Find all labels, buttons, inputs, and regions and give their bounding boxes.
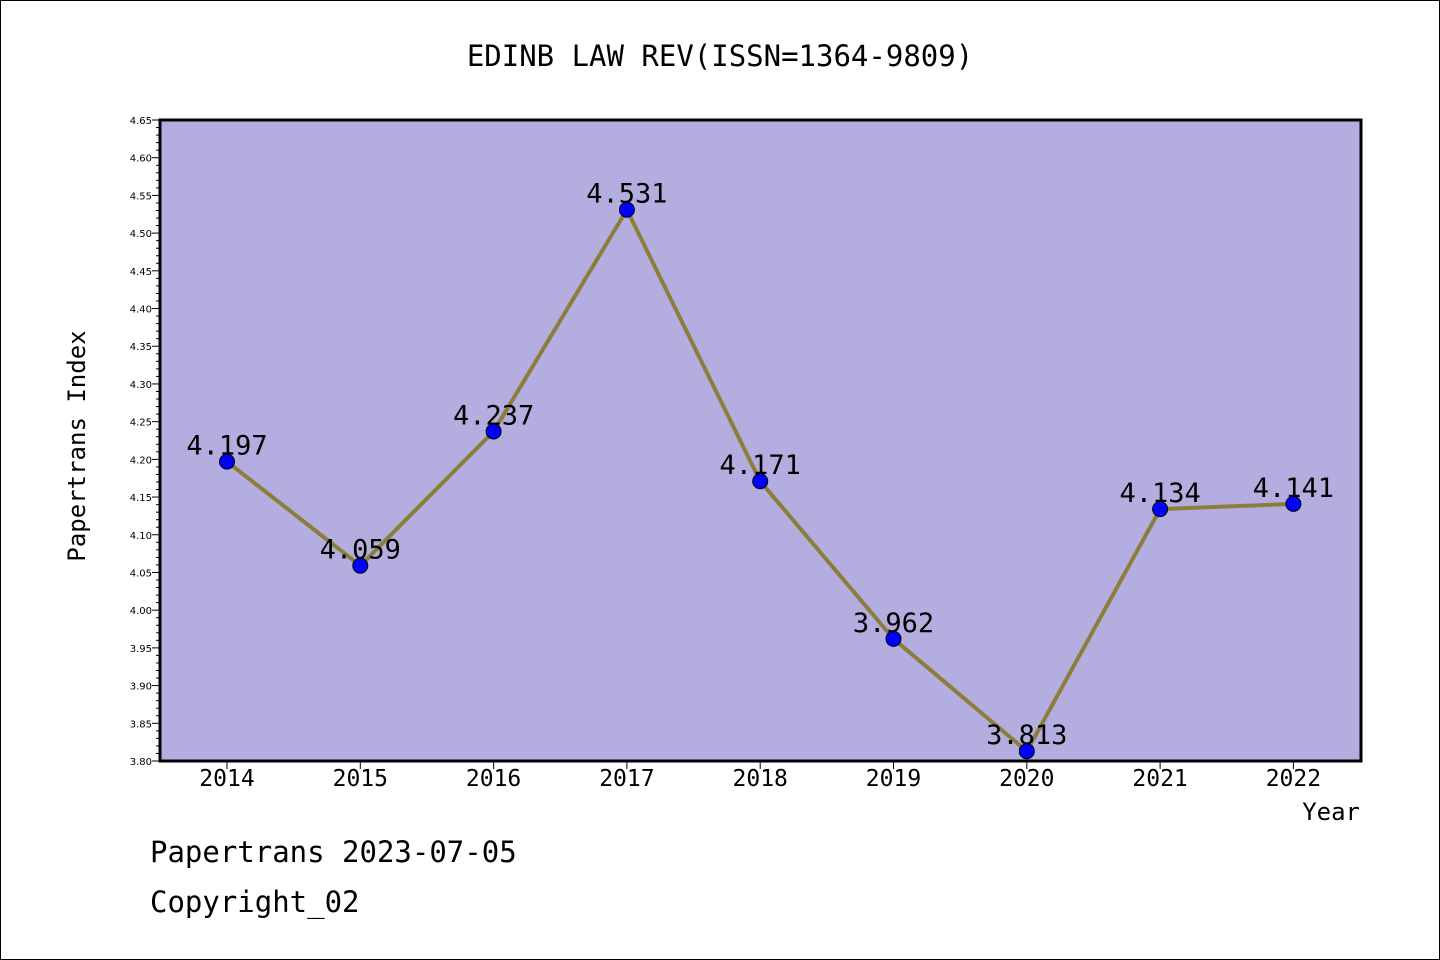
footer-copyright: Copyright_02 [150,885,360,919]
data-label: 4.531 [586,179,667,210]
data-point [752,473,769,490]
y-tick-label: 4.40 [130,305,152,316]
x-tick-label: 2022 [1266,766,1321,792]
y-tick-label: 4.10 [130,531,152,542]
y-axis: 3.80 3.85 3.90 3.95 4.00 4.05 4.10 4.15 4.20 4.25… [130,116,160,768]
x-tick-label: 2019 [866,766,921,792]
data-point [885,630,902,647]
y-tick-label: 4.55 [130,191,152,202]
data-point [618,201,635,218]
data-point [1018,743,1035,760]
y-tick-label: 4.50 [130,229,152,240]
series-layer [219,201,1302,760]
data-label: 4.237 [453,400,534,431]
x-tick-label: 2018 [733,766,788,792]
y-tick-label: 3.95 [130,644,152,655]
y-tick-label: 4.20 [130,455,152,466]
chart-title: EDINB LAW REV(ISSN=1364-9809) [467,39,973,73]
data-point [485,423,502,440]
y-tick-label: 4.00 [130,606,152,617]
data-label: 4.059 [320,535,401,566]
y-tick-label: 4.25 [130,418,152,429]
data-label-layer: 4.197 4.059 4.237 4.531 4.171 3.962 3.813 4.134… [186,179,1334,751]
x-tick-label: 2014 [199,766,254,792]
data-label: 4.171 [720,450,801,481]
y-tick-label: 3.85 [130,719,152,730]
footer-date: Papertrans 2023-07-05 [150,835,517,869]
y-tick-label: 4.05 [130,568,152,579]
y-tick-label: 4.35 [130,342,152,353]
y-tick-label: 4.45 [130,267,152,278]
data-point [219,453,235,470]
y-tick-label: 4.60 [130,154,152,165]
y-tick-label: 4.65 [130,116,152,127]
data-label: 3.962 [853,608,934,639]
x-tick-label: 2021 [1132,766,1187,792]
y-tick-label: 3.80 [130,757,152,768]
y-tick-label: 4.30 [130,380,152,391]
x-tick-label: 2017 [599,766,654,792]
y-axis-label: Papertrans Index [63,330,91,561]
plot-area [158,118,1363,763]
y-tick-label: 3.90 [130,682,152,693]
data-label: 4.197 [186,431,267,462]
x-axis: 2014 2015 2016 2017 2018 2019 2020 2021 2022 [199,761,1321,792]
data-point [1285,495,1302,512]
x-tick-label: 2020 [999,766,1054,792]
data-label: 4.141 [1253,473,1334,504]
y-tick-label: 4.15 [130,493,152,504]
data-label: 4.134 [1119,478,1200,509]
data-point [1152,501,1169,518]
data-label: 3.813 [986,720,1067,751]
x-tick-label: 2016 [466,766,521,792]
data-point [352,557,369,574]
x-tick-label: 2015 [333,766,388,792]
x-axis-label: Year [1302,798,1360,826]
